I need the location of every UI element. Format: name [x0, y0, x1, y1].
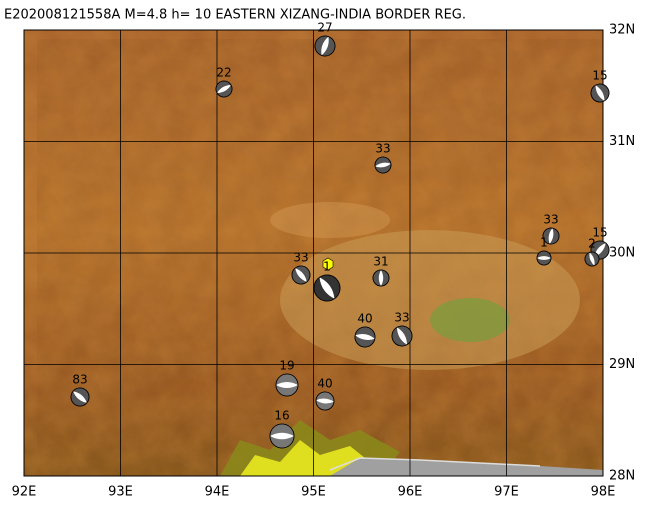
event-depth-label: 33 — [293, 251, 308, 265]
terrain — [24, 30, 603, 476]
beachball-outline — [372, 269, 390, 287]
lat-label: 28N — [609, 469, 635, 484]
beachball-outline — [269, 423, 295, 449]
event-depth-label: 40 — [317, 377, 332, 391]
beachball-outline — [374, 156, 392, 174]
lon-label: 98E — [591, 485, 616, 500]
beachball-compression — [270, 424, 294, 448]
beachball — [70, 387, 90, 407]
event-depth-label: 22 — [216, 66, 231, 80]
beachball — [314, 35, 336, 57]
event-depth-label: 15 — [592, 69, 607, 83]
event-depth-label: 40 — [357, 312, 372, 326]
beachball — [536, 250, 552, 266]
beachball-compression — [71, 388, 89, 406]
beachball-outline — [215, 80, 233, 98]
beachball — [542, 227, 560, 245]
beachball — [590, 83, 610, 103]
beachball — [391, 325, 413, 347]
beachball — [315, 391, 335, 411]
beachball-outline — [275, 373, 299, 397]
lon-label: 96E — [398, 485, 423, 500]
beachball — [269, 423, 295, 449]
beachball-outline — [536, 250, 552, 266]
lon-label: 92E — [12, 485, 37, 500]
beachball-compression — [355, 327, 375, 347]
lon-label: 95E — [301, 485, 326, 500]
beachball-outline — [391, 325, 413, 347]
beachball-outline — [313, 274, 341, 302]
event-depth-label: 1 — [540, 236, 548, 250]
beachball-compression — [375, 157, 391, 173]
lat-label: 31N — [609, 134, 635, 149]
beachball-outline — [315, 391, 335, 411]
beachball-compression — [316, 392, 334, 410]
beachball-compression — [373, 270, 389, 286]
lat-label: 30N — [609, 246, 635, 261]
event-depth-label: 1 — [323, 260, 331, 274]
event-depth-label: 15 — [592, 226, 607, 240]
beachball-outline — [354, 326, 376, 348]
beachball-outline — [291, 265, 311, 285]
beachball — [584, 251, 600, 267]
beachball-compression — [591, 241, 609, 259]
event-depth-label: 33 — [394, 311, 409, 325]
lon-label: 94E — [205, 485, 230, 500]
beachball-compression — [392, 326, 412, 346]
beachball-compression — [276, 374, 298, 396]
beachball — [291, 265, 311, 285]
lat-label: 29N — [609, 357, 635, 372]
beachball-compression — [315, 36, 335, 56]
lon-label: 93E — [108, 485, 133, 500]
beachball-compression — [585, 252, 599, 266]
beachball-outline — [584, 251, 600, 267]
beachball-compression — [543, 228, 559, 244]
beachball — [374, 156, 392, 174]
event-depth-label: 83 — [72, 373, 87, 387]
beachball — [215, 80, 233, 98]
beachball-compression — [591, 84, 609, 102]
event-depth-label: 31 — [373, 255, 388, 269]
beachball-outline — [542, 227, 560, 245]
beachball — [313, 274, 341, 302]
beachball-compression — [537, 251, 551, 265]
beachball-compression — [292, 266, 310, 284]
event-depth-label: 19 — [279, 359, 294, 373]
event-depth-label: 27 — [317, 21, 332, 35]
map-title: E202008121558A M=4.8 h= 10 EASTERN XIZAN… — [4, 8, 466, 23]
beachball — [275, 373, 299, 397]
beachball-outline — [70, 387, 90, 407]
beachball — [354, 326, 376, 348]
beachball — [372, 269, 390, 287]
beachball-compression — [216, 81, 232, 97]
event-depth-label: 2 — [588, 237, 596, 251]
lat-label: 32N — [609, 23, 635, 38]
beachball-outline — [314, 35, 336, 57]
event-depth-label: 33 — [543, 213, 558, 227]
event-depth-label: 16 — [274, 409, 289, 423]
lon-label: 97E — [494, 485, 519, 500]
beachball-compression — [314, 275, 340, 301]
event-depth-label: 33 — [375, 142, 390, 156]
beachball-outline — [590, 83, 610, 103]
epicenter-marker — [322, 257, 334, 271]
